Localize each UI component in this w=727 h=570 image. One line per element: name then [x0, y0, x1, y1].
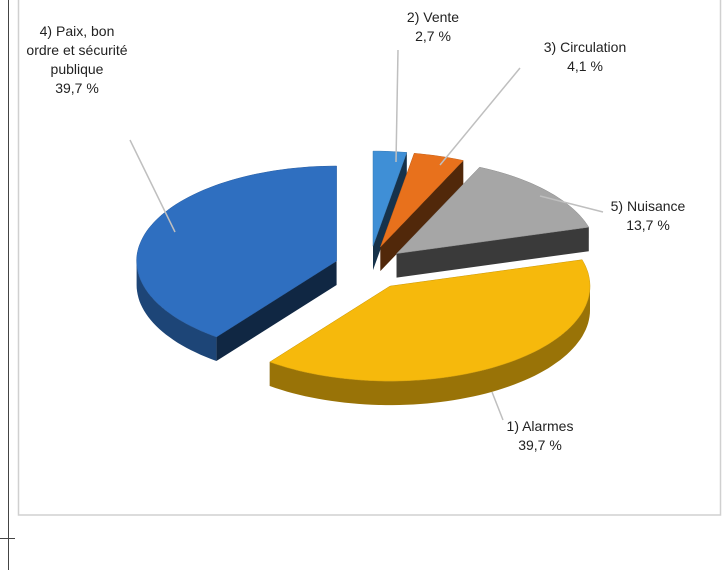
- slice-side: [396, 227, 589, 278]
- data-label: 3) Circulation 4,1 %: [520, 38, 650, 76]
- leader-line: [395, 49, 399, 163]
- value-label: 13,7 %: [626, 217, 670, 233]
- chart-area: [17, 0, 722, 516]
- slice-side: [373, 152, 407, 271]
- leader-line: [491, 391, 504, 421]
- leader-line: [129, 139, 176, 233]
- leader-line: [439, 67, 521, 166]
- value-label: 39,7 %: [518, 437, 562, 453]
- category-label: 4) Paix, bon ordre et sécurité publique: [26, 23, 128, 77]
- leader-line: [539, 195, 604, 213]
- slice-side: [380, 160, 464, 271]
- slice: [269, 259, 591, 382]
- category-label: 2) Vente: [406, 9, 460, 25]
- category-label: 1) Alarmes: [506, 418, 574, 434]
- slice: [395, 166, 590, 254]
- slice-wall: [136, 261, 217, 361]
- value-label: 4,1 %: [567, 58, 603, 74]
- slice-wall: [269, 286, 590, 406]
- value-label: 39,7 %: [55, 80, 99, 96]
- data-label: 4) Paix, bon ordre et sécurité publique 3…: [22, 22, 132, 98]
- slice: [380, 153, 464, 248]
- slice-side: [216, 261, 337, 361]
- value-label: 2,7 %: [415, 28, 451, 44]
- data-label: 5) Nuisance 13,7 %: [598, 197, 698, 235]
- data-label: 1) Alarmes 39,7 %: [490, 417, 590, 455]
- slice: [136, 165, 337, 338]
- data-label: 2) Vente 2,7 %: [393, 8, 473, 46]
- slice: [372, 150, 408, 247]
- category-label: 3) Circulation: [543, 39, 627, 55]
- category-label: 5) Nuisance: [610, 198, 686, 214]
